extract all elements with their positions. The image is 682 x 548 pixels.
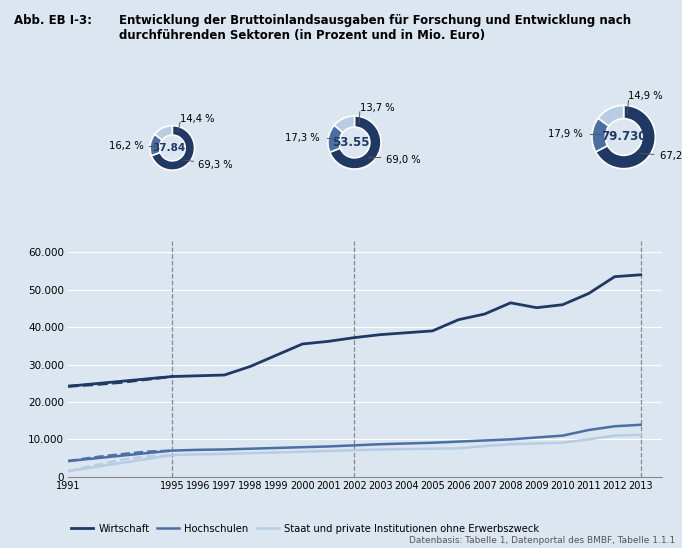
Text: 69,0 %: 69,0 % <box>386 155 421 165</box>
Text: Datenbasis: Tabelle 1, Datenportal des BMBF, Tabelle 1.1.1: Datenbasis: Tabelle 1, Datenportal des B… <box>409 536 675 545</box>
Text: 69,3 %: 69,3 % <box>198 159 233 170</box>
Text: Abb. EB I-3:: Abb. EB I-3: <box>14 14 91 27</box>
Text: 17,9 %: 17,9 % <box>548 129 582 139</box>
Wedge shape <box>334 116 355 133</box>
Text: 14,4 %: 14,4 % <box>180 114 215 124</box>
Text: 53.551: 53.551 <box>331 136 377 149</box>
Legend: Wirtschaft, Hochschulen, Staat und private Institutionen ohne Erwerbszweck: Wirtschaft, Hochschulen, Staat und priva… <box>68 520 543 538</box>
Wedge shape <box>150 134 162 156</box>
Wedge shape <box>595 105 655 169</box>
Text: 37.848: 37.848 <box>152 143 192 153</box>
Text: 67,2 %: 67,2 % <box>660 151 682 161</box>
Wedge shape <box>328 125 343 152</box>
Wedge shape <box>330 116 381 169</box>
Text: 79.730: 79.730 <box>601 130 647 144</box>
Wedge shape <box>598 105 623 126</box>
Wedge shape <box>155 125 173 140</box>
Text: Entwicklung der Bruttoinlandsausgaben für Forschung und Entwicklung nach
durchfü: Entwicklung der Bruttoinlandsausgaben fü… <box>119 14 632 42</box>
Text: 14,9 %: 14,9 % <box>628 91 663 101</box>
Text: 16,2 %: 16,2 % <box>108 141 143 151</box>
Text: 13,7 %: 13,7 % <box>360 103 394 113</box>
Wedge shape <box>151 125 194 170</box>
Wedge shape <box>592 118 609 152</box>
Text: 17,3 %: 17,3 % <box>285 134 320 144</box>
